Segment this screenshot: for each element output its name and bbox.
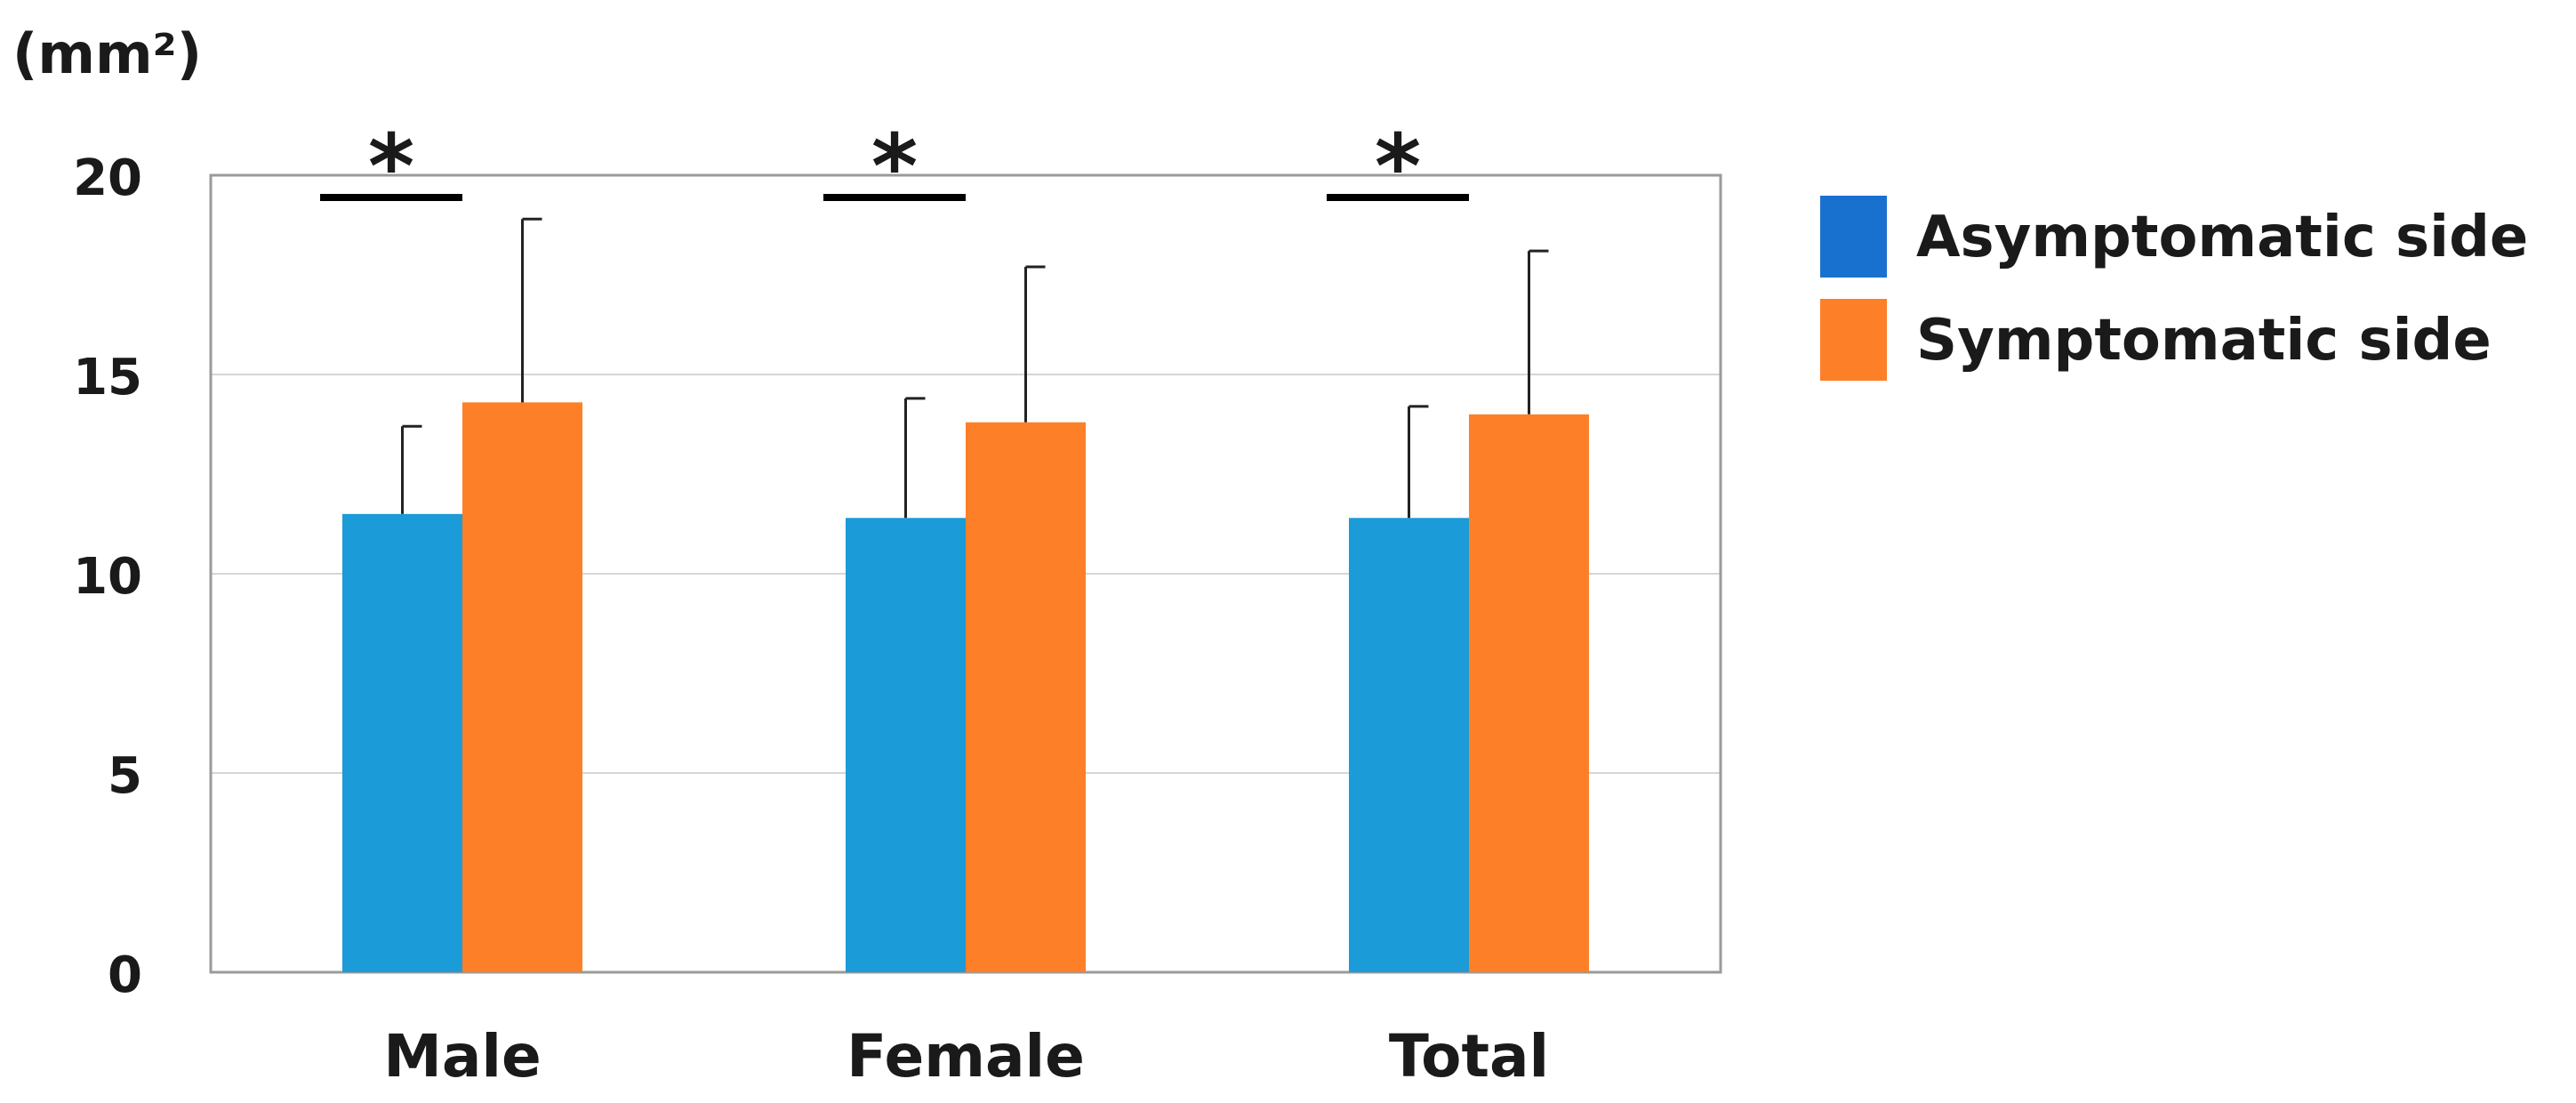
y-tick-label: 10 xyxy=(73,548,142,606)
y-tick-label: 5 xyxy=(108,747,142,805)
significance-star: * xyxy=(871,115,918,219)
legend: Asymptomatic side Symptomatic side xyxy=(1820,196,2528,381)
x-category-label-male: Male xyxy=(383,1022,542,1091)
x-axis-category-labels: Male Female Total xyxy=(383,1022,1549,1091)
x-category-label-total: Total xyxy=(1389,1022,1549,1091)
bar-male-symptomatic xyxy=(462,402,582,972)
y-axis-ticks: 0 5 10 15 20 xyxy=(73,149,142,1004)
significance-star: * xyxy=(368,115,414,219)
y-tick-label: 20 xyxy=(73,149,142,207)
bar-male-asymptomatic xyxy=(342,513,462,972)
legend-swatch-symptomatic xyxy=(1820,299,1887,381)
legend-label-symptomatic: Symptomatic side xyxy=(1916,308,2492,374)
x-category-label-female: Female xyxy=(847,1022,1085,1091)
bar-female-symptomatic xyxy=(966,422,1086,972)
y-tick-label: 15 xyxy=(73,349,142,407)
significance-star: * xyxy=(1375,115,1421,219)
bar-total-symptomatic xyxy=(1469,414,1589,972)
y-axis-unit-label: (mm²) xyxy=(12,21,202,86)
significance-markers: * * * xyxy=(320,115,1469,219)
legend-swatch-asymptomatic xyxy=(1820,196,1887,278)
bar-series xyxy=(342,402,1589,972)
bar-female-asymptomatic xyxy=(846,518,966,972)
legend-label-asymptomatic: Asymptomatic side xyxy=(1916,205,2528,270)
bar-total-asymptomatic xyxy=(1349,518,1469,972)
y-tick-label: 0 xyxy=(108,946,142,1004)
error-bars xyxy=(401,217,1549,519)
